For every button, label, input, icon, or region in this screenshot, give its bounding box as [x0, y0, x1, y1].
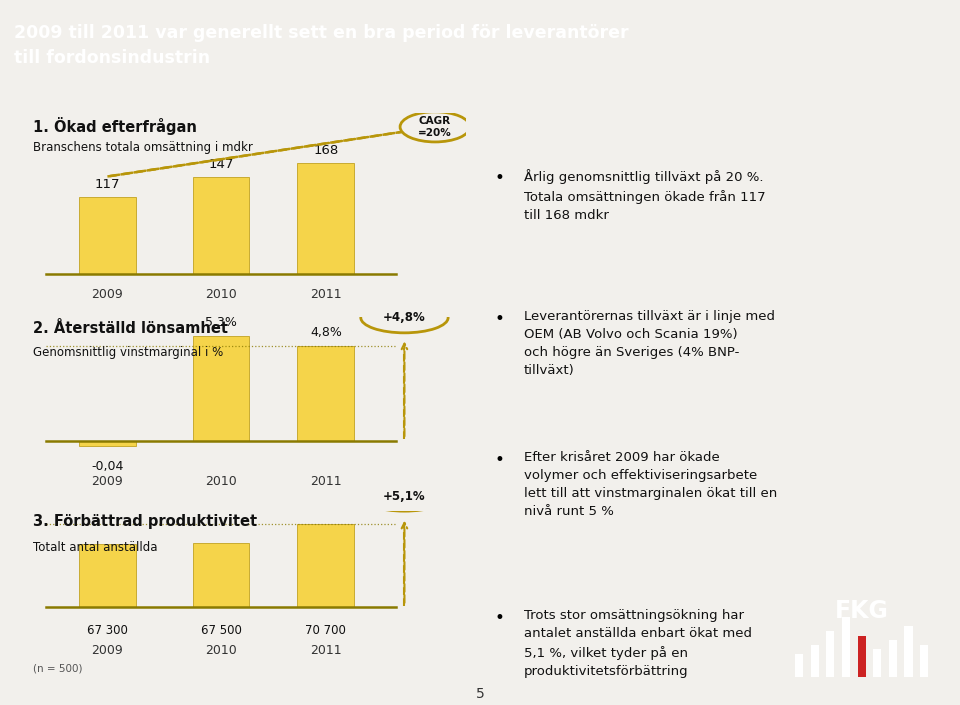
Text: 4,8%: 4,8% — [310, 326, 342, 338]
Text: Trots stor omsättningsökning har
antalet anställda enbart ökat med
5,1 %, vilket: Trots stor omsättningsökning har antalet… — [524, 609, 752, 678]
Text: Efter krisåret 2009 har ökade
volymer och effektiviseringsarbete
lett till att v: Efter krisåret 2009 har ökade volymer oc… — [524, 451, 777, 518]
Text: +5,1%: +5,1% — [383, 490, 426, 503]
Text: 2011: 2011 — [310, 644, 342, 656]
Text: 3. Förbättrad produktivitet: 3. Förbättrad produktivitet — [34, 515, 257, 529]
Text: 117: 117 — [95, 178, 120, 190]
Text: (n = 500): (n = 500) — [34, 663, 83, 673]
Bar — [920, 644, 928, 677]
Text: 147: 147 — [208, 158, 233, 171]
Text: Branschens totala omsättning i mdkr: Branschens totala omsättning i mdkr — [34, 141, 253, 154]
Text: 67 300: 67 300 — [87, 624, 128, 637]
Bar — [298, 525, 354, 607]
Text: 2011: 2011 — [310, 475, 342, 489]
Text: 70 700: 70 700 — [305, 624, 347, 637]
Bar — [298, 163, 354, 274]
Bar — [193, 336, 250, 441]
Bar — [795, 654, 804, 677]
Bar — [79, 197, 135, 274]
Text: 2009: 2009 — [91, 644, 123, 656]
Bar — [889, 640, 897, 677]
Bar — [857, 636, 866, 677]
Text: Totalt antal anställda: Totalt antal anställda — [34, 541, 157, 554]
Text: •: • — [494, 609, 504, 627]
Text: 67 500: 67 500 — [201, 624, 241, 637]
Text: 2010: 2010 — [205, 475, 237, 489]
Text: 168: 168 — [313, 144, 339, 157]
Ellipse shape — [361, 482, 448, 511]
Bar — [298, 346, 354, 441]
Text: •: • — [494, 169, 504, 188]
Text: •: • — [494, 310, 504, 329]
Bar — [79, 441, 135, 446]
Text: +4,8%: +4,8% — [383, 311, 426, 324]
Text: 2010: 2010 — [205, 288, 237, 300]
Text: Årlig genomsnittlig tillväxt på 20 %.
Totala omsättningen ökade från 117
till 16: Årlig genomsnittlig tillväxt på 20 %. To… — [524, 169, 765, 221]
Text: CAGR
=20%: CAGR =20% — [419, 116, 452, 137]
Text: 2. Återställd lönsamhet: 2. Återställd lönsamhet — [34, 321, 228, 336]
Text: 5,3%: 5,3% — [205, 316, 237, 329]
Text: 2009: 2009 — [91, 288, 123, 300]
Text: 2009: 2009 — [91, 475, 123, 489]
Bar — [193, 543, 250, 607]
Text: -0,04: -0,04 — [91, 460, 124, 473]
Bar — [904, 626, 913, 677]
Bar — [79, 544, 135, 607]
Text: Genomsnittlig vinstmarginal i %: Genomsnittlig vinstmarginal i % — [34, 345, 224, 359]
Text: 5: 5 — [475, 687, 485, 701]
Text: Leverantörernas tillväxt är i linje med
OEM (AB Volvo och Scania 19%)
och högre : Leverantörernas tillväxt är i linje med … — [524, 310, 775, 377]
Text: 1. Ökad efterfrågan: 1. Ökad efterfrågan — [34, 117, 197, 135]
Ellipse shape — [361, 302, 448, 333]
Bar — [810, 644, 819, 677]
Bar — [827, 631, 834, 677]
Text: 2010: 2010 — [205, 644, 237, 656]
Bar — [193, 177, 250, 274]
Text: •: • — [494, 451, 504, 470]
Text: 2011: 2011 — [310, 288, 342, 300]
Ellipse shape — [400, 112, 470, 142]
Bar — [842, 618, 850, 677]
Text: FKG: FKG — [834, 599, 889, 623]
Text: 2009 till 2011 var generellt sett en bra period för leverantörer
till fordonsind: 2009 till 2011 var generellt sett en bra… — [14, 25, 629, 68]
Bar — [874, 649, 881, 677]
